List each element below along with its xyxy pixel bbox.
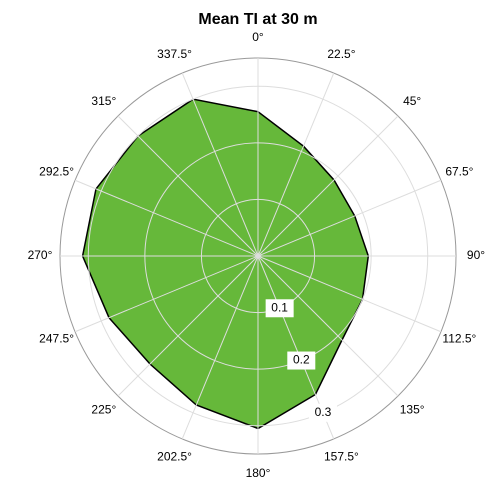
spoke bbox=[74, 255, 259, 333]
marks bbox=[81, 98, 370, 430]
angle-label: 45° bbox=[403, 94, 421, 108]
r-tick-label: 0.3 bbox=[315, 405, 332, 419]
spoke bbox=[257, 255, 399, 397]
angle-label: 270° bbox=[28, 248, 53, 262]
spoke bbox=[257, 115, 399, 257]
tick-bg bbox=[287, 351, 316, 370]
angle-label: 67.5° bbox=[445, 165, 473, 179]
spoke bbox=[257, 179, 442, 257]
angle-label: 0° bbox=[252, 30, 264, 44]
angle-label: 337.5° bbox=[157, 47, 192, 61]
tick-bg bbox=[308, 403, 337, 422]
spoke bbox=[181, 255, 259, 440]
spoke bbox=[117, 115, 259, 257]
angle-label: 22.5° bbox=[327, 47, 355, 61]
tick-bg bbox=[265, 299, 294, 318]
radar-area bbox=[81, 98, 370, 430]
labels: 0° 22.5° 45° 67.5° 90° 112.5° 135° 157.5° 180° 20… bbox=[28, 30, 486, 480]
angle-label: 292.5° bbox=[39, 165, 74, 179]
angle-label: 112.5° bbox=[442, 332, 476, 346]
angle-label: 157.5° bbox=[324, 450, 359, 464]
angle-label: 90° bbox=[467, 248, 485, 262]
spoke bbox=[181, 72, 259, 257]
angle-label: 135° bbox=[400, 402, 425, 416]
angle-label: 315° bbox=[91, 94, 116, 108]
chart-title: Mean TI at 30 m bbox=[198, 11, 317, 28]
angle-label: 202.5° bbox=[157, 450, 192, 464]
r-tick-label: 0.2 bbox=[293, 353, 310, 367]
spoke bbox=[74, 179, 259, 257]
spoke bbox=[257, 72, 335, 257]
r-tick-label: 0.1 bbox=[271, 300, 288, 314]
angle-label: 180° bbox=[246, 466, 271, 480]
spoke bbox=[117, 255, 259, 397]
angle-label: 225° bbox=[91, 402, 116, 416]
angle-label: 247.5° bbox=[39, 332, 74, 346]
spoke bbox=[257, 255, 442, 333]
